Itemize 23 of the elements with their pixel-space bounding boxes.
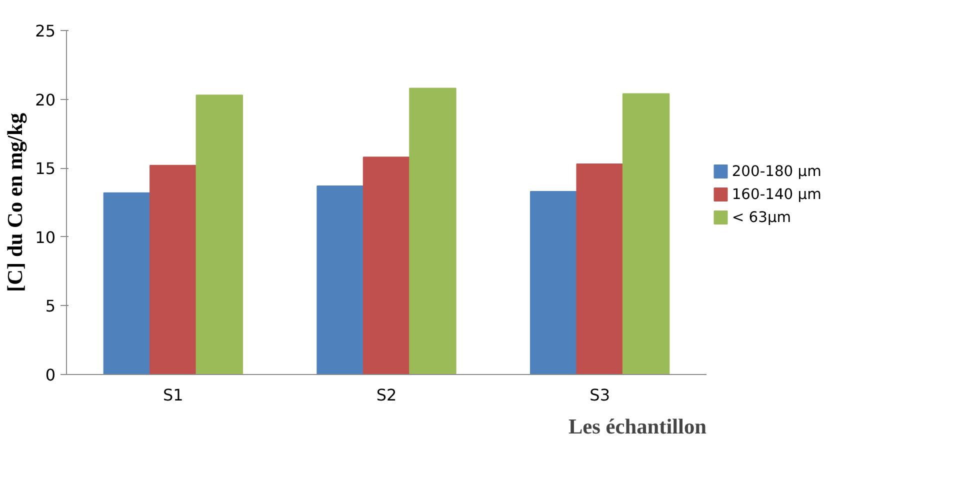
bar [622, 93, 670, 374]
legend-label: 200-180 µm [732, 162, 822, 180]
x-tick-label: S1 [163, 386, 184, 404]
y-tick-label: 0 [45, 366, 56, 384]
legend-label: < 63µm [732, 208, 792, 226]
y-tick-label: 10 [35, 228, 56, 247]
y-tick-label: 25 [35, 22, 56, 40]
bar [150, 164, 197, 374]
bar [576, 163, 624, 374]
bar [530, 190, 578, 374]
bar [409, 88, 456, 374]
bar [316, 185, 364, 374]
bar [196, 94, 243, 374]
bar [362, 156, 410, 374]
x-tick-label: S3 [590, 386, 610, 404]
bar [103, 192, 151, 374]
y-tick-label: 15 [35, 159, 56, 178]
x-tick-label: S2 [376, 386, 397, 404]
x-axis-title: Les échantillon [568, 414, 707, 438]
y-tick-label: 5 [45, 296, 56, 316]
legend-label: 160-140 µm [732, 186, 822, 203]
y-axis-title: [C] du Co en mg/kg [3, 112, 28, 292]
y-tick-label: 20 [35, 90, 56, 110]
